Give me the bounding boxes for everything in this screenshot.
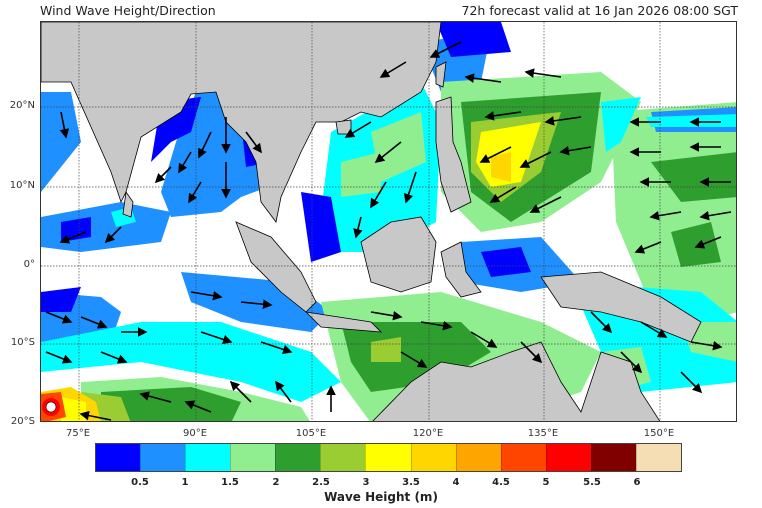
lon-label-90e: 90°E [182, 428, 208, 439]
colorbar-tick: 2 [272, 477, 280, 488]
colorbar-segment [455, 444, 501, 471]
map-canvas [41, 22, 736, 421]
lon-label-105e: 105°E [295, 428, 327, 439]
lon-label-150e: 150°E [643, 428, 675, 439]
lat-label-20n: 20°N [9, 100, 35, 111]
lon-label-75e: 75°E [65, 428, 91, 439]
colorbar-segment [96, 444, 141, 471]
lat-label-10n: 10°N [9, 180, 35, 191]
colorbar-tick: 1 [181, 477, 189, 488]
colorbar-segment [140, 444, 186, 471]
wave-direction-arrows [45, 41, 732, 421]
colorbar-segment [365, 444, 411, 471]
colorbar [95, 443, 682, 472]
lat-label-0: 0° [23, 259, 35, 270]
colorbar-tick: 3.5 [402, 477, 420, 488]
colorbar-tick: 0.5 [131, 477, 149, 488]
colorbar-tick: 5.5 [583, 477, 601, 488]
colorbar-segment [185, 444, 231, 471]
colorbar-segment [500, 444, 546, 471]
wave-height-map[interactable] [40, 21, 737, 422]
colorbar-tick: 5 [542, 477, 550, 488]
colorbar-segment [275, 444, 321, 471]
colorbar-tick: 3 [362, 477, 370, 488]
gridlines [41, 22, 736, 421]
lat-label-10s: 10°S [10, 337, 35, 348]
lat-label-20s: 20°S [10, 416, 35, 427]
colorbar-segment [320, 444, 366, 471]
colorbar-segment [590, 444, 636, 471]
colorbar-tick: 1.5 [221, 477, 239, 488]
colorbar-tick: 4.5 [492, 477, 510, 488]
colorbar-label: Wave Height (m) [324, 490, 438, 504]
colorbar-segment [230, 444, 276, 471]
land-layer [41, 22, 702, 421]
colorbar-segment [545, 444, 591, 471]
colorbar-segment [410, 444, 456, 471]
forecast-valid-time: 72h forecast valid at 16 Jan 2026 08:00 … [461, 3, 738, 18]
lon-label-135e: 135°E [527, 428, 559, 439]
lon-label-120e: 120°E [412, 428, 444, 439]
colorbar-tick: 4 [452, 477, 460, 488]
colorbar-segment [635, 444, 682, 471]
colorbar-tick: 6 [633, 477, 641, 488]
chart-title: Wind Wave Height/Direction [40, 3, 216, 18]
colorbar-tick: 2.5 [312, 477, 330, 488]
